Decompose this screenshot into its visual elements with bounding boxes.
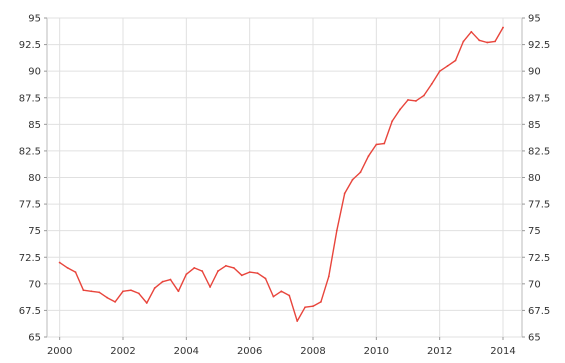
series-layer [58,26,504,322]
data-point [383,142,386,145]
y-tick-label-right: 87.5 [528,93,550,104]
x-tick-label: 2008 [300,346,325,357]
data-point [446,64,449,67]
data-point [335,229,338,232]
y-tick-label-right: 80 [528,173,541,184]
data-point [256,272,259,275]
x-tick-label: 2002 [110,346,135,357]
y-axis-left-labels: 65 67.5 70 72.5 75 77.5 80 82.5 85 87.5 90 92.5 95 [19,14,41,344]
data-point [217,270,219,272]
data-point [161,280,164,283]
x-axis-labels: 2000 2002 2004 2006 2008 2010 2012 2014 [47,346,516,357]
y-tick-label-left: 72.5 [19,253,41,264]
data-point [280,290,283,293]
y-tick-label-right: 77.5 [528,200,550,211]
data-point [407,98,409,101]
data-point [201,270,204,272]
y-tick-label-left: 65 [28,333,41,344]
data-point [145,302,148,304]
data-point [438,70,441,73]
data-point [66,266,69,269]
y-tick-label-left: 90 [28,67,41,78]
data-point [137,292,140,295]
data-point [375,143,378,146]
y-tick-label-left: 70 [28,279,41,290]
y-tick-label-right: 72.5 [528,253,550,264]
data-point [478,39,481,42]
y-tick-label-right: 75 [528,226,541,237]
y-tick-label-left: 67.5 [19,306,41,317]
y-tick-label-right: 67.5 [528,306,550,317]
y-tick-label-left: 85 [28,120,41,131]
data-point [122,290,124,293]
data-point [114,301,116,303]
x-tick-label: 2014 [490,346,515,357]
data-point [185,273,188,276]
data-point [304,306,306,309]
data-point [430,83,433,85]
data-point [106,296,109,299]
data-point [90,290,93,293]
data-point [494,40,496,43]
data-point [225,264,227,267]
y-tick-label-left: 80 [28,173,41,184]
data-point [232,266,235,269]
data-point [98,291,101,294]
data-point [272,295,275,298]
y-tick-label-left: 82.5 [19,146,41,157]
data-point [209,286,211,288]
x-tick-label: 2010 [364,346,389,357]
y-tick-label-left: 87.5 [19,93,41,104]
y-axis-right-labels: 65 67.5 70 72.5 75 77.5 80 82.5 85 87.5 90 92.5 95 [528,14,550,344]
data-point [193,266,196,269]
data-point [351,178,354,181]
x-tick-label: 2006 [237,346,262,357]
data-point [74,271,77,274]
data-point [82,289,85,292]
x-tick-label: 2012 [427,346,452,357]
data-point [454,59,457,62]
y-tick-label-right: 65 [528,333,541,344]
y-tick-label-left: 75 [28,226,41,237]
data-point [288,294,291,297]
data-point [391,120,394,123]
data-point [359,171,362,174]
grid-lines [44,17,525,340]
y-tick-label-left: 92.5 [19,40,41,51]
data-point [177,290,180,293]
data-point [486,41,489,44]
y-tick-label-right: 92.5 [528,40,550,51]
data-point [422,94,425,97]
y-tick-label-right: 85 [528,120,541,131]
data-point [367,155,370,158]
y-tick-label-left: 95 [28,14,41,25]
data-point [470,30,473,33]
y-tick-label-right: 95 [528,14,541,25]
data-point [169,278,172,281]
y-tick-label-right: 70 [528,279,541,290]
data-point [312,305,314,308]
data-point [130,289,132,292]
x-tick-label: 2000 [47,346,72,357]
data-point [320,301,322,303]
data-point [502,26,504,29]
data-point [153,287,156,289]
data-point [248,271,251,274]
y-tick-label-right: 82.5 [528,146,550,157]
x-tick-label: 2004 [174,346,199,357]
y-tick-label-right: 90 [528,67,541,78]
data-point [58,261,61,264]
data-point [296,320,299,322]
data-point [415,100,417,102]
data-point [343,192,346,195]
y-tick-label-left: 77.5 [19,200,41,211]
data-point [264,277,267,280]
data-point [462,40,465,43]
data-point [399,108,401,111]
data-point [240,274,243,277]
data-point [327,275,330,278]
